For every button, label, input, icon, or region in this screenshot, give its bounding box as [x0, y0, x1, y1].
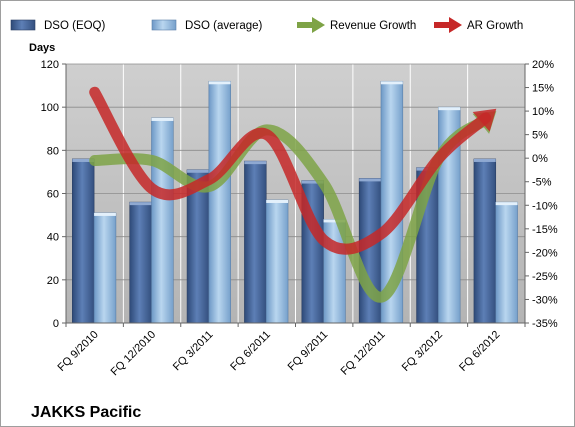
- bar-dso-eoq-cap: [129, 202, 152, 206]
- right-tick-label: -25%: [532, 271, 558, 283]
- x-tick-label: FQ 9/2011: [286, 329, 331, 374]
- right-tick-label: -35%: [532, 318, 558, 330]
- x-axis-ticks: FQ 9/2010 FQ 12/2010 FQ 3/2011 FQ 6/2011 FQ …: [56, 323, 526, 379]
- right-tick-label: -5%: [532, 177, 552, 189]
- legend: DSO (EOQ) DSO (average) Revenue Growth AR G…: [10, 17, 523, 33]
- bar-dso-average-cap: [208, 81, 231, 85]
- x-tick-label: FQ 6/2012: [457, 329, 502, 374]
- left-axis-ticks: 0 20 40 60 80 100 120: [41, 59, 66, 330]
- bar-dso-average-cap: [380, 81, 403, 85]
- bar-dso-average: [151, 117, 174, 324]
- right-axis-ticks: -35% -30% -25% -20% -15% -10% -5% 0% 5% 10% 15% 20%: [525, 59, 558, 330]
- revenue-growth-line: [89, 114, 491, 303]
- x-tick-label: FQ 12/2011: [339, 329, 388, 378]
- legend-revenue-growth-swatch-arrow: [312, 17, 325, 33]
- legend-dso-eoq-label: DSO (EOQ): [44, 20, 106, 32]
- legend-revenue-growth-label: Revenue Growth: [330, 20, 416, 32]
- right-tick-label: 15%: [532, 83, 554, 95]
- left-tick-label: 120: [41, 59, 59, 71]
- bar-dso-average-cap: [94, 212, 116, 216]
- right-tick-label: 0%: [532, 153, 548, 165]
- x-tick-label: FQ 6/2011: [228, 329, 273, 374]
- x-tick-label: FQ 3/2012: [400, 329, 445, 374]
- x-tick-label: FQ 12/2010: [109, 329, 159, 379]
- bar-dso-eoq: [244, 160, 267, 324]
- company-label: JAKKS Pacific: [31, 404, 141, 421]
- right-tick-label: -10%: [532, 200, 558, 212]
- bar-dso-average-cap: [495, 202, 518, 206]
- left-tick-label: 60: [47, 189, 59, 201]
- bar-dso-eoq-cap: [72, 158, 95, 162]
- ar-growth-arrowhead: [472, 108, 497, 132]
- right-tick-label: -15%: [532, 224, 558, 236]
- x-tick-label: FQ 3/2011: [171, 329, 216, 374]
- bar-dso-average-cap: [151, 117, 174, 121]
- bar-dso-eoq-cap: [301, 180, 324, 184]
- bar-dso-eoq-cap: [473, 158, 496, 162]
- legend-dso-average-swatch: [151, 19, 177, 31]
- right-tick-label: 5%: [532, 130, 548, 142]
- left-tick-label: 100: [41, 102, 59, 114]
- legend-dso-eoq-swatch: [10, 19, 36, 31]
- x-tick-label: FQ 9/2010: [56, 329, 101, 374]
- bar-dso-average: [208, 80, 231, 324]
- bar-dso-average: [495, 201, 518, 324]
- right-tick-label: 20%: [532, 59, 554, 71]
- right-tick-label: -30%: [532, 294, 558, 306]
- bar-dso-eoq-cap: [359, 178, 381, 182]
- bar-dso-eoq: [473, 158, 497, 324]
- bar-dso-average-cap: [266, 199, 289, 203]
- bar-dso-average: [93, 212, 117, 324]
- ar-growth-line: [89, 86, 492, 255]
- y-axis-title: Days: [29, 42, 55, 54]
- left-tick-label: 20: [47, 275, 59, 287]
- bar-dso-eoq: [129, 201, 152, 324]
- left-tick-label: 0: [53, 318, 59, 330]
- bar-dso-eoq: [72, 158, 95, 324]
- bar-dso-average: [265, 199, 289, 324]
- legend-dso-average-label: DSO (average): [185, 20, 263, 32]
- bars: [72, 80, 518, 324]
- bar-dso-eoq-cap: [187, 169, 209, 173]
- bar-dso-average-cap: [323, 219, 346, 223]
- bar-dso-average-cap: [438, 107, 461, 111]
- right-tick-label: 10%: [532, 106, 554, 118]
- legend-ar-growth-swatch-arrow: [449, 17, 462, 33]
- legend-ar-growth-label: AR Growth: [467, 20, 523, 32]
- right-tick-label: -20%: [532, 247, 558, 259]
- left-tick-label: 40: [47, 232, 59, 244]
- bar-dso-eoq-cap: [244, 161, 267, 165]
- left-tick-label: 80: [47, 145, 59, 157]
- growth-lines: [89, 86, 497, 303]
